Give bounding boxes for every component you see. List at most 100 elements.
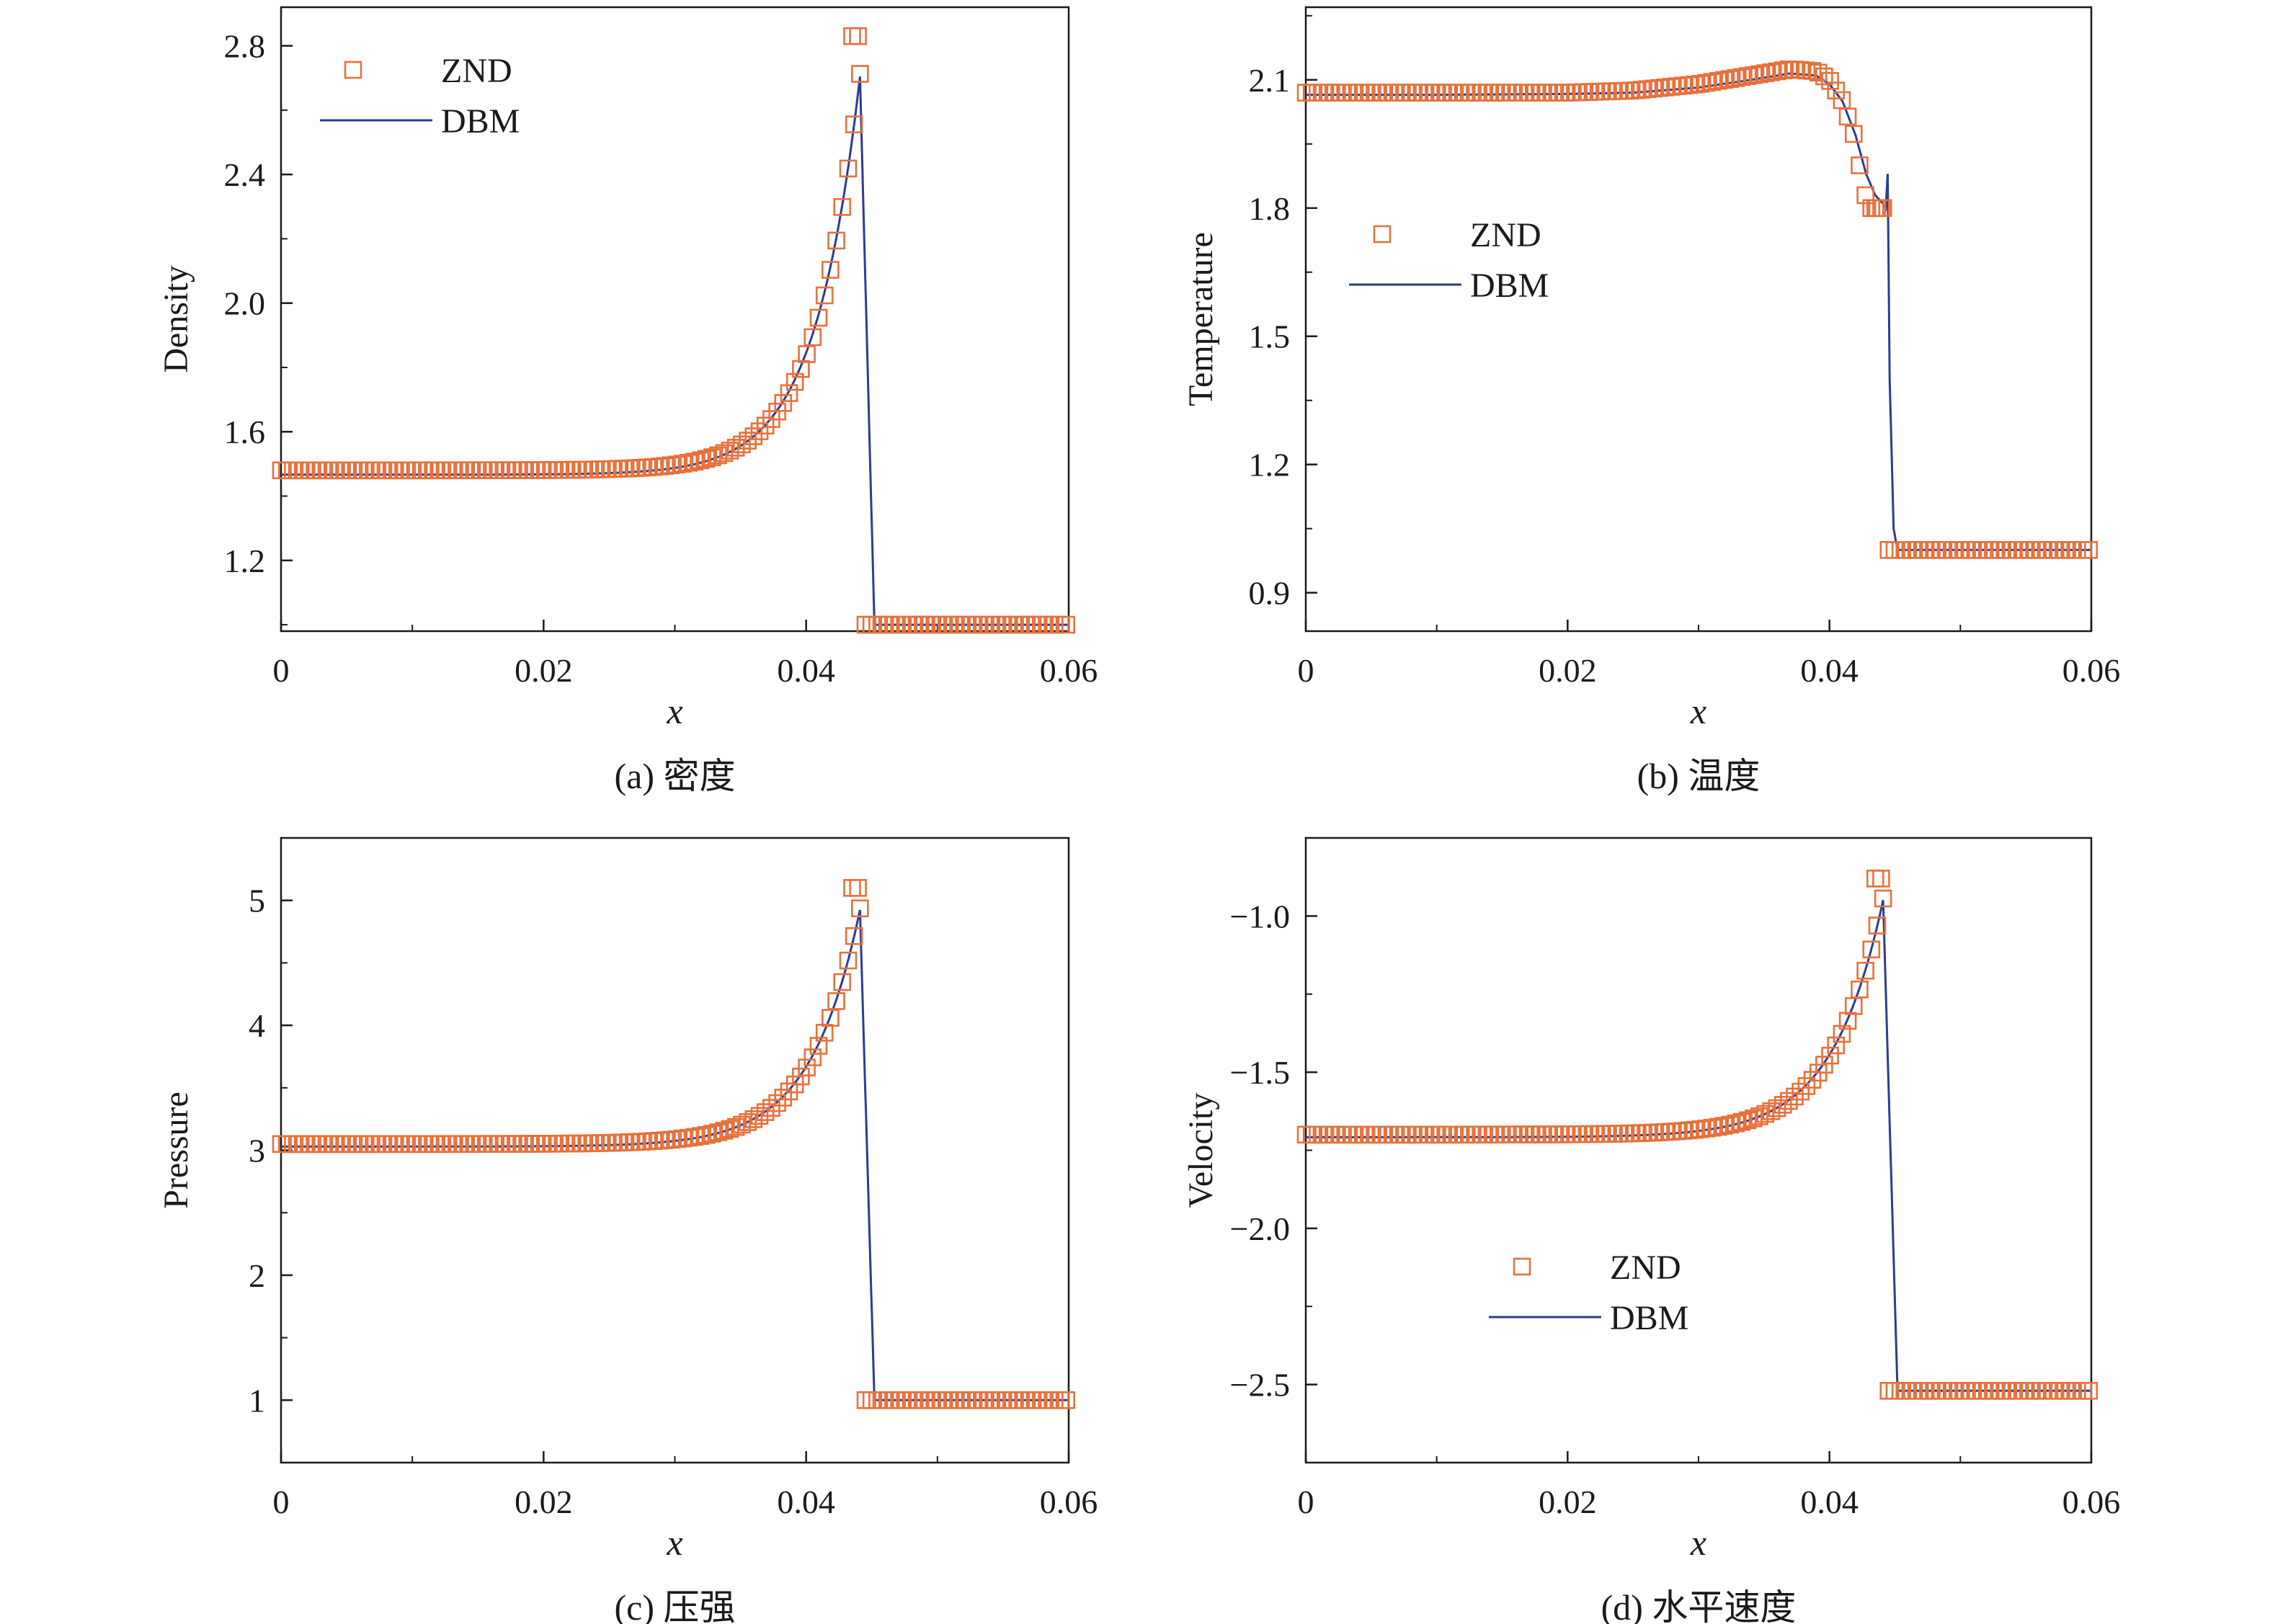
plot-frame [280, 6, 1070, 633]
znd-marker [1544, 84, 1562, 102]
znd-marker [402, 1135, 420, 1154]
znd-marker [709, 446, 727, 465]
znd-marker [1745, 66, 1763, 84]
znd-marker [497, 1135, 515, 1153]
znd-marker [715, 1122, 734, 1140]
y-tick-label: 1.6 [224, 414, 266, 450]
znd-marker [585, 1134, 603, 1152]
dbm-series-line [281, 76, 1069, 626]
znd-marker [1426, 84, 1445, 102]
znd-marker [349, 1135, 367, 1154]
znd-marker [1491, 84, 1510, 102]
znd-marker [479, 1135, 497, 1154]
x-tick-label: 0.06 [1040, 1484, 1098, 1520]
znd-marker [1314, 84, 1332, 102]
znd-marker [1356, 84, 1374, 102]
znd-marker [1367, 1125, 1386, 1144]
znd-marker [1550, 84, 1568, 102]
znd-marker [1626, 1124, 1645, 1143]
legend-dbm-label: DBM [441, 102, 520, 140]
znd-marker [1750, 1107, 1768, 1125]
znd-marker [1680, 76, 1698, 94]
legend-znd-label: ZND [441, 52, 512, 90]
znd-marker [384, 461, 403, 480]
znd-marker [849, 879, 867, 897]
znd-marker [1538, 84, 1557, 102]
znd-marker [1344, 84, 1362, 102]
znd-marker [1479, 84, 1497, 102]
znd-marker [1057, 615, 1076, 634]
znd-marker [602, 460, 621, 478]
znd-marker [1515, 84, 1533, 102]
znd-marker [455, 1135, 473, 1154]
znd-marker [1591, 1125, 1610, 1143]
znd-marker [425, 461, 444, 480]
znd-marker [343, 1135, 361, 1154]
znd-marker [1866, 199, 1884, 218]
znd-marker [1750, 65, 1768, 84]
znd-marker [715, 444, 734, 463]
znd-marker [1444, 1125, 1462, 1144]
znd-marker [467, 461, 485, 480]
znd-marker [756, 1103, 775, 1121]
x-tick-label: 0 [273, 1484, 290, 1520]
znd-marker [1844, 125, 1863, 143]
znd-marker [1727, 69, 1745, 87]
znd-marker [697, 450, 716, 468]
znd-marker [809, 308, 828, 327]
znd-marker [1320, 1125, 1338, 1144]
znd-marker [1821, 1046, 1839, 1065]
znd-marker [325, 1135, 344, 1154]
znd-marker [827, 992, 845, 1010]
znd-marker [313, 461, 331, 480]
znd-marker [1538, 1125, 1557, 1143]
chart-panel-a: 0 0.02 0.04 0.06 1.2 1.6 2.0 2.4 2.8 x Density (a) … [157, 6, 1098, 796]
znd-marker [1450, 84, 1468, 102]
znd-marker [556, 1134, 574, 1153]
znd-marker [1715, 71, 1733, 89]
znd-marker [473, 461, 491, 480]
znd-marker [1444, 84, 1462, 102]
znd-marker [822, 1009, 840, 1027]
legend-znd-marker [344, 61, 362, 79]
znd-marker [615, 460, 633, 478]
y-tick-label: 1.2 [224, 543, 266, 579]
znd-marker [532, 461, 550, 479]
znd-marker [567, 460, 586, 479]
y-tick-label: 3 [249, 1133, 265, 1169]
znd-marker [366, 1135, 385, 1154]
znd-marker [1497, 1125, 1515, 1143]
znd-marker [1337, 1125, 1356, 1144]
znd-marker [1337, 84, 1356, 102]
znd-marker [1697, 73, 1716, 92]
znd-marker [1709, 72, 1727, 90]
y-tick-label: 2 [249, 1257, 265, 1294]
znd-marker [626, 1133, 645, 1151]
znd-marker [1373, 84, 1392, 102]
znd-marker [744, 427, 763, 445]
znd-marker [1450, 1125, 1468, 1144]
y-axis: −2.5 −2.0 −1.5 −1.0 [1230, 837, 1317, 1463]
y-axis-label: Pressure [157, 1092, 195, 1209]
znd-marker [1732, 1112, 1751, 1131]
legend-znd-label: ZND [1470, 216, 1541, 254]
znd-marker [726, 1117, 745, 1136]
znd-marker [833, 973, 852, 991]
znd-marker [408, 461, 426, 480]
znd-marker [815, 286, 834, 305]
znd-marker [780, 384, 798, 402]
znd-marker [1467, 1125, 1486, 1144]
znd-marker [843, 879, 861, 897]
znd-marker [502, 1135, 521, 1153]
znd-marker [1856, 961, 1874, 980]
znd-marker [1467, 84, 1486, 102]
y-tick-label: 1 [249, 1382, 265, 1419]
znd-marker [1650, 79, 1668, 97]
znd-marker [437, 461, 455, 480]
znd-marker [1644, 79, 1663, 98]
znd-marker [1615, 1124, 1633, 1143]
znd-marker [1497, 84, 1515, 102]
znd-marker [443, 1135, 462, 1154]
znd-marker [1727, 1114, 1745, 1133]
znd-marker [1515, 1125, 1533, 1143]
